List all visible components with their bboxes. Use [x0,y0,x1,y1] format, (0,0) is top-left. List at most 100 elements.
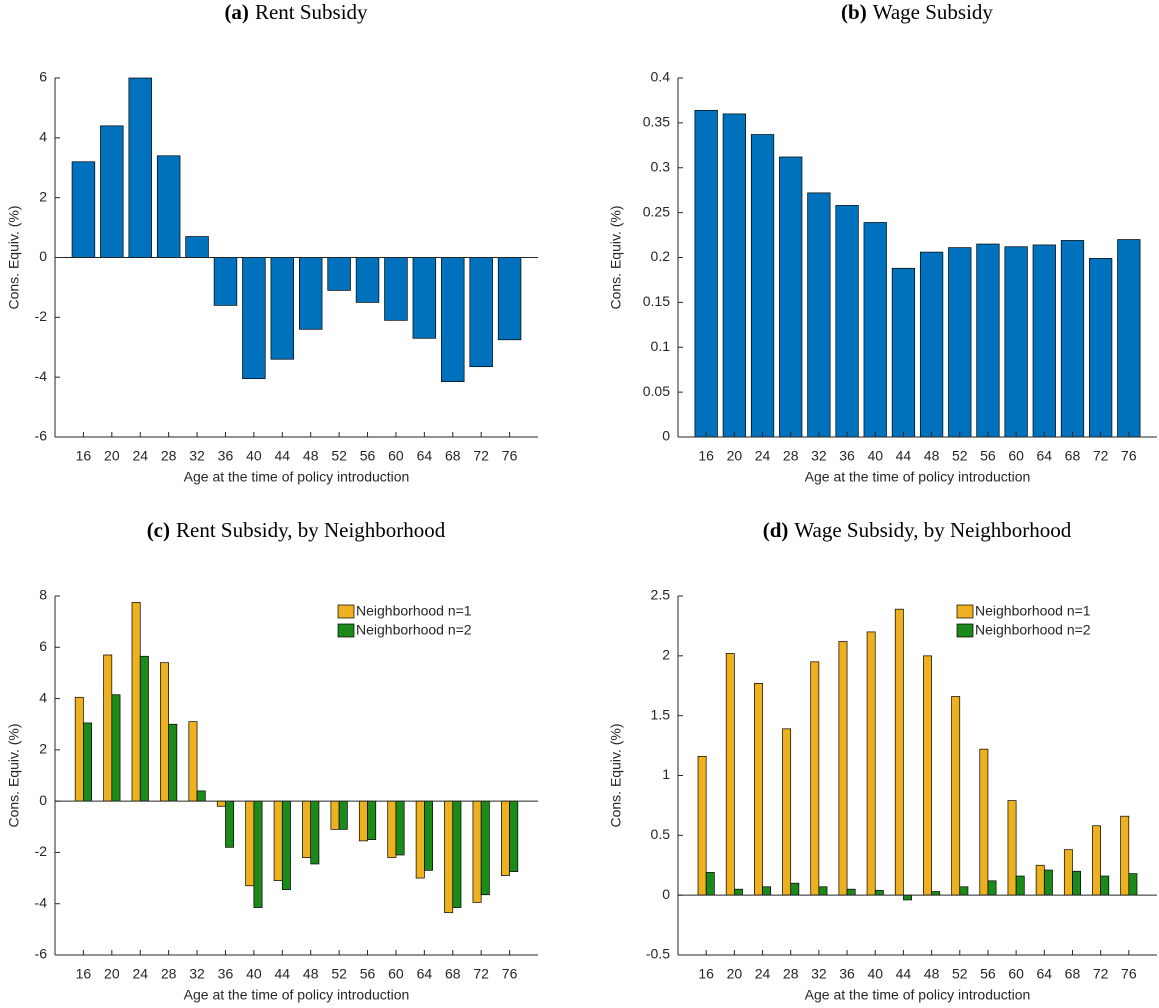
bar [310,800,320,865]
legend-swatch [956,604,974,619]
y-tick-label: 6 [39,638,47,654]
x-tick-label: 36 [218,448,234,464]
bar [987,880,997,896]
x-tick-label: 32 [189,448,205,464]
x-tick-label: 60 [388,448,404,464]
bar [863,222,887,438]
bar [111,694,121,802]
x-tick-label: 28 [161,966,177,982]
bar [694,109,718,438]
x-tick-label: 60 [1008,448,1024,464]
bar [156,155,181,258]
x-tick-label: 52 [952,448,968,464]
bar [846,888,856,896]
y-axis-label: Cons. Equiv. (%) [6,206,22,310]
bar [298,257,323,330]
bar [807,192,831,438]
x-tick-label: 20 [727,966,743,982]
panel: (d) Wage Subsidy, by Neighborhood -0.5 0 0.5… [608,518,1157,1003]
y-tick-label: 1 [662,766,670,782]
x-tick-label: 68 [1065,966,1081,982]
bar [1015,875,1025,896]
chart-title: (d) Wage Subsidy, by Neighborhood [763,518,1072,542]
bar [338,800,348,830]
y-tick-label: 0 [662,886,670,902]
x-tick-label: 32 [811,966,827,982]
bar [903,894,912,901]
x-axis-label: Age at the time of policy introduction [184,987,410,1003]
y-tick-label: 0.25 [643,203,670,219]
bar [919,251,944,438]
bar [722,113,746,438]
legend-label: Neighborhood n=2 [975,622,1091,638]
x-axis-label: Age at the time of policy introduction [184,469,410,485]
y-tick-label: 1.5 [651,706,671,722]
bar [874,890,884,896]
bar [697,756,707,896]
y-axis-label: Cons. Equiv. (%) [608,206,624,310]
bar [100,125,124,258]
panel: (b) Wage Subsidy 0 0.05 0.1 0.15 0.2 0.25 0.3 0.3… [608,0,1157,485]
legend-swatch [337,623,355,638]
y-tick-label: -2 [35,843,48,859]
x-tick-label: 48 [924,448,940,464]
y-tick-label: 0.05 [643,383,670,399]
bar [951,696,961,896]
bar [444,800,454,914]
y-tick-label: 6 [39,69,47,85]
bar [273,800,283,881]
x-tick-label: 32 [189,966,205,982]
x-axis-label: Age at the time of policy introduction [805,987,1031,1003]
bar [894,608,904,896]
bar [1120,815,1130,896]
bar [213,257,238,306]
bar [931,891,941,896]
x-tick-label: 72 [473,448,489,464]
y-tick-label: 0.4 [651,69,671,85]
x-tick-label: 28 [161,448,177,464]
y-tick-label: -4 [35,368,48,384]
bar [705,872,715,896]
bar [367,800,377,840]
bar [196,790,206,802]
title-text: Wage Subsidy, by Neighborhood [794,518,1071,542]
x-tick-label: 56 [360,448,376,464]
panel-label: (b) [841,0,867,24]
bar [1007,800,1017,896]
x-tick-label: 44 [896,448,912,464]
panel-label: (a) [224,0,249,24]
x-tick-label: 36 [218,966,234,982]
y-tick-label: 0.5 [651,826,671,842]
y-tick-label: -6 [35,946,48,962]
y-tick-label: -6 [35,428,48,444]
bar [818,886,828,896]
bar [891,267,916,438]
x-tick-label: 36 [839,966,855,982]
bar [762,886,772,896]
bar [103,654,113,802]
bar [424,800,433,871]
bar [83,722,93,802]
y-axis-label: Cons. Equiv. (%) [6,724,22,828]
bar [128,77,152,258]
x-tick-label: 24 [755,966,771,982]
chart-title: (a) Rent Subsidy [224,0,368,24]
x-tick-label: 24 [132,448,148,464]
y-tick-label: 2 [39,188,47,204]
x-tick-label: 76 [1121,966,1137,982]
chart-title: (c) Rent Subsidy, by Neighborhood [147,518,446,542]
legend-swatch [956,623,974,638]
y-tick-label: 8 [39,587,47,603]
bar [302,800,312,858]
bar [959,886,969,896]
x-tick-label: 48 [924,966,940,982]
bar [1128,873,1138,896]
bar [355,257,380,303]
bar [779,156,803,438]
x-tick-label: 64 [1037,966,1053,982]
x-tick-label: 32 [811,448,827,464]
x-tick-label: 72 [1093,448,1109,464]
bar [1063,849,1073,896]
bar [754,683,763,896]
bar [838,641,848,896]
